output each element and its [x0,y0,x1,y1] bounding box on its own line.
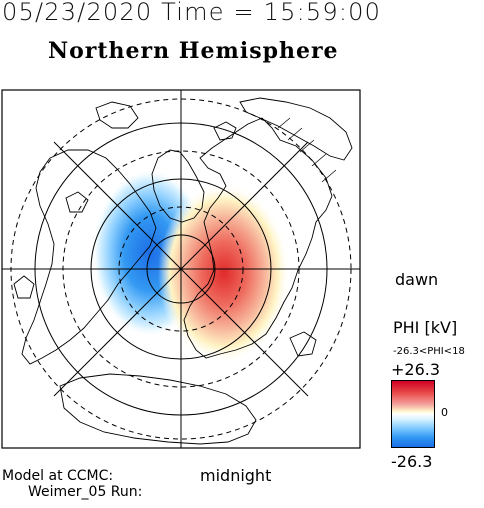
coast-island-4 [13,275,35,299]
coastlines [13,97,353,445]
meridian-diag-2 [53,141,309,397]
colorbar-range: -26.3<PHI<18 [393,346,465,357]
positive-potential-cell [158,183,290,363]
datetime-header: 05/23/2020 Time = 15:59:00 [2,0,382,26]
coast-island-1 [95,101,139,129]
colorbar-max-label: +26.3 [391,360,441,379]
hatch-lines [277,117,337,183]
coast-island-3 [65,191,89,213]
coast-east-edge [239,97,353,161]
colorbar-zero-label: 0 [441,406,448,419]
coast-eurasia [183,117,333,359]
colorbar-gradient [391,380,435,448]
coast-south-region [59,373,257,445]
colorbar-title: PHI [kV] [393,318,458,337]
coast-island-2 [213,121,237,141]
midnight-label: midnight [200,466,272,485]
coast-island-5 [289,331,317,357]
dawn-label: dawn [395,270,439,289]
colorbar-min-label: -26.3 [391,452,433,471]
hemisphere-title: Northern Hemisphere [48,38,339,64]
polar-plot [1,89,361,449]
credit-line-2: Weimer_05 Run: [28,484,143,500]
coast-greenland [151,149,205,223]
coast-north-america [21,149,157,365]
credit-line-1: Model at CCMC: [2,468,114,484]
